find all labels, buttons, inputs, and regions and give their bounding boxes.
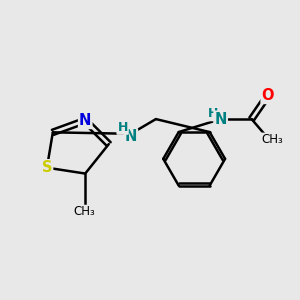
Text: O: O bbox=[262, 88, 274, 103]
Text: S: S bbox=[42, 160, 52, 175]
Text: H: H bbox=[117, 121, 128, 134]
Text: N: N bbox=[214, 112, 227, 127]
Text: CH₃: CH₃ bbox=[261, 133, 283, 146]
Text: CH₃: CH₃ bbox=[73, 205, 94, 218]
Text: H: H bbox=[208, 107, 218, 120]
Text: N: N bbox=[79, 113, 92, 128]
Text: N: N bbox=[125, 129, 137, 144]
